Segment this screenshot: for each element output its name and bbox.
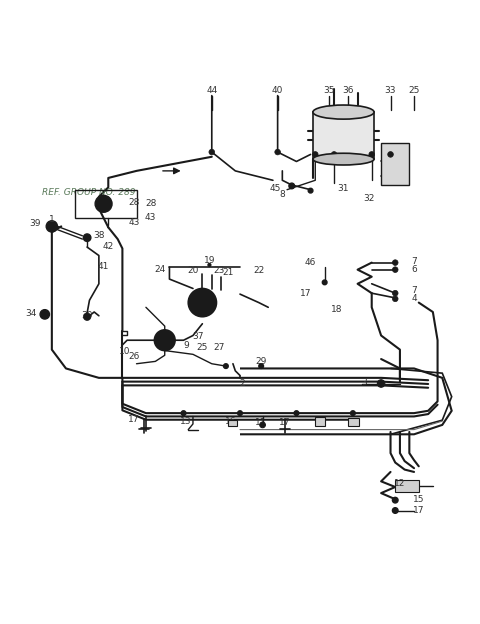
Circle shape [388,152,393,157]
Text: 7: 7 [411,286,417,295]
Circle shape [275,149,280,155]
Text: 28: 28 [129,198,140,207]
Circle shape [377,380,385,388]
Circle shape [393,290,398,296]
Circle shape [393,508,398,514]
Text: 20: 20 [187,266,199,275]
Text: 33: 33 [385,86,396,95]
Circle shape [181,411,186,416]
Bar [315,417,324,426]
Text: 43: 43 [145,213,156,222]
Text: 24: 24 [155,265,166,274]
Circle shape [260,422,265,427]
Text: 4: 4 [411,295,417,303]
Text: 19: 19 [204,256,215,265]
Text: 7: 7 [411,257,417,266]
Text: 2: 2 [240,379,245,388]
Circle shape [259,364,264,368]
Circle shape [369,152,374,157]
Circle shape [46,221,58,232]
Circle shape [95,195,112,212]
Text: 3: 3 [362,378,368,387]
Text: 40: 40 [272,86,283,95]
Text: 8: 8 [279,190,285,199]
Circle shape [84,234,91,241]
Text: 42: 42 [103,241,114,251]
Circle shape [323,280,327,285]
Text: 25: 25 [408,86,420,95]
Text: 32: 32 [364,193,375,203]
Text: 38: 38 [93,232,105,240]
Text: 16: 16 [225,417,236,426]
Text: 45: 45 [270,184,281,193]
Text: 12: 12 [394,479,406,488]
Ellipse shape [313,154,374,165]
Bar [348,418,359,426]
Text: 11: 11 [255,417,267,427]
Text: REF. GROUP NO. 289: REF. GROUP NO. 289 [42,188,136,197]
Text: 21: 21 [223,268,234,276]
Text: 1: 1 [49,215,55,224]
Text: 17: 17 [300,289,312,298]
Circle shape [312,152,318,157]
Circle shape [308,188,313,193]
Text: 27: 27 [213,343,225,352]
Circle shape [350,411,355,416]
Text: 13: 13 [180,417,192,426]
Text: 44: 44 [206,86,217,95]
Text: 25: 25 [197,343,208,352]
Text: 9: 9 [183,341,189,350]
Bar [313,112,374,159]
Text: 10: 10 [119,347,131,356]
Text: 34: 34 [25,309,36,318]
Text: 17: 17 [413,506,424,515]
Text: 39: 39 [30,219,41,228]
Text: 18: 18 [331,305,342,314]
Circle shape [393,497,398,503]
Text: 30: 30 [82,311,93,320]
Text: 36: 36 [342,86,354,95]
Bar [381,143,409,185]
Circle shape [224,364,228,368]
Text: 41: 41 [98,262,109,271]
Circle shape [294,411,299,416]
Circle shape [209,149,215,155]
Text: 31: 31 [338,184,349,193]
Circle shape [84,313,91,321]
Text: 37: 37 [192,332,204,341]
Text: 43: 43 [129,218,140,227]
Circle shape [393,260,398,265]
Circle shape [331,152,337,157]
Circle shape [208,263,211,266]
Text: 17: 17 [129,415,140,424]
Circle shape [289,183,295,188]
Text: 23: 23 [213,266,225,275]
Text: 6: 6 [411,265,417,274]
Circle shape [188,288,216,317]
Text: 14: 14 [314,417,325,427]
Text: 46: 46 [305,258,316,267]
Text: 17: 17 [279,417,290,427]
Ellipse shape [313,105,374,119]
Circle shape [393,296,398,301]
Text: 29: 29 [255,357,267,366]
Text: 35: 35 [324,86,335,95]
Text: 26: 26 [129,352,140,361]
Bar [75,190,136,218]
Circle shape [393,267,398,273]
Circle shape [155,330,175,351]
Text: 15: 15 [413,495,424,504]
Circle shape [238,411,242,416]
Bar [228,420,237,426]
Text: 12: 12 [347,417,359,427]
Circle shape [40,310,49,319]
Text: 28: 28 [145,199,156,208]
Bar [395,480,419,492]
Text: 22: 22 [253,266,264,275]
